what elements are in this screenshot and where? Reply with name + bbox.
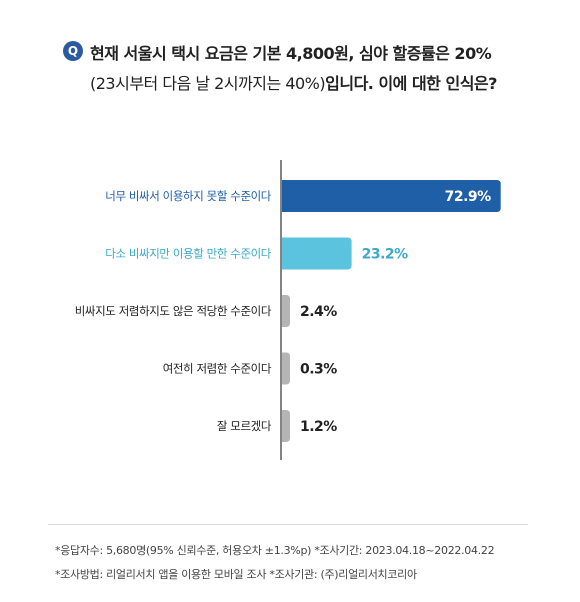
category-label-1: 너무 비싸서 이용하지 못할 수준이다 xyxy=(105,189,272,203)
value-label-1: 72.9% xyxy=(445,189,492,205)
bar-chart: 너무 비싸서 이용하지 못할 수준이다 72.9% 다소 비싸지만 이용할 만한 수… xyxy=(75,160,501,460)
bar-3 xyxy=(282,295,290,327)
footnote-divider xyxy=(48,524,528,525)
category-label-2: 다소 비싸지만 이용할 만한 수준이다 xyxy=(105,247,272,261)
footnote-line-1: *응답자수: 5,680명(95% 신뢰수준, 허용오차 ±1.3%p) *조사… xyxy=(55,544,495,557)
question-line-2-rest: 입니다. 이에 대한 인식은? xyxy=(325,74,497,93)
category-label-4: 여전히 저렴한 수준이다 xyxy=(163,362,272,376)
bar-1 xyxy=(282,180,501,212)
question-line-2: (23시부터 다음 날 2시까지는 40%)입니다. 이에 대한 인식은? xyxy=(90,70,497,94)
bar-4 xyxy=(282,352,290,385)
question-line-2-paren: (23시부터 다음 날 2시까지는 40%) xyxy=(90,74,326,93)
value-label-4: 0.3% xyxy=(300,362,337,378)
category-label-3: 비싸지도 저렴하지도 않은 적당한 수준이다 xyxy=(75,304,272,318)
footnote-line-2: *조사방법: 리얼리서치 앱을 이용한 모바일 조사 *조사기관: (주)리얼리… xyxy=(55,568,417,581)
value-label-2: 23.2% xyxy=(362,247,409,263)
bar-2 xyxy=(282,237,352,270)
bar-5 xyxy=(282,410,290,442)
category-label-5: 잘 모르겠다 xyxy=(217,419,272,433)
value-label-5: 1.2% xyxy=(300,419,337,435)
question-badge: Q xyxy=(63,41,83,61)
question-line-1: 현재 서울시 택시 요금은 기본 4,800원, 심야 할증률은 20% xyxy=(90,44,492,63)
value-label-3: 2.4% xyxy=(300,304,337,320)
